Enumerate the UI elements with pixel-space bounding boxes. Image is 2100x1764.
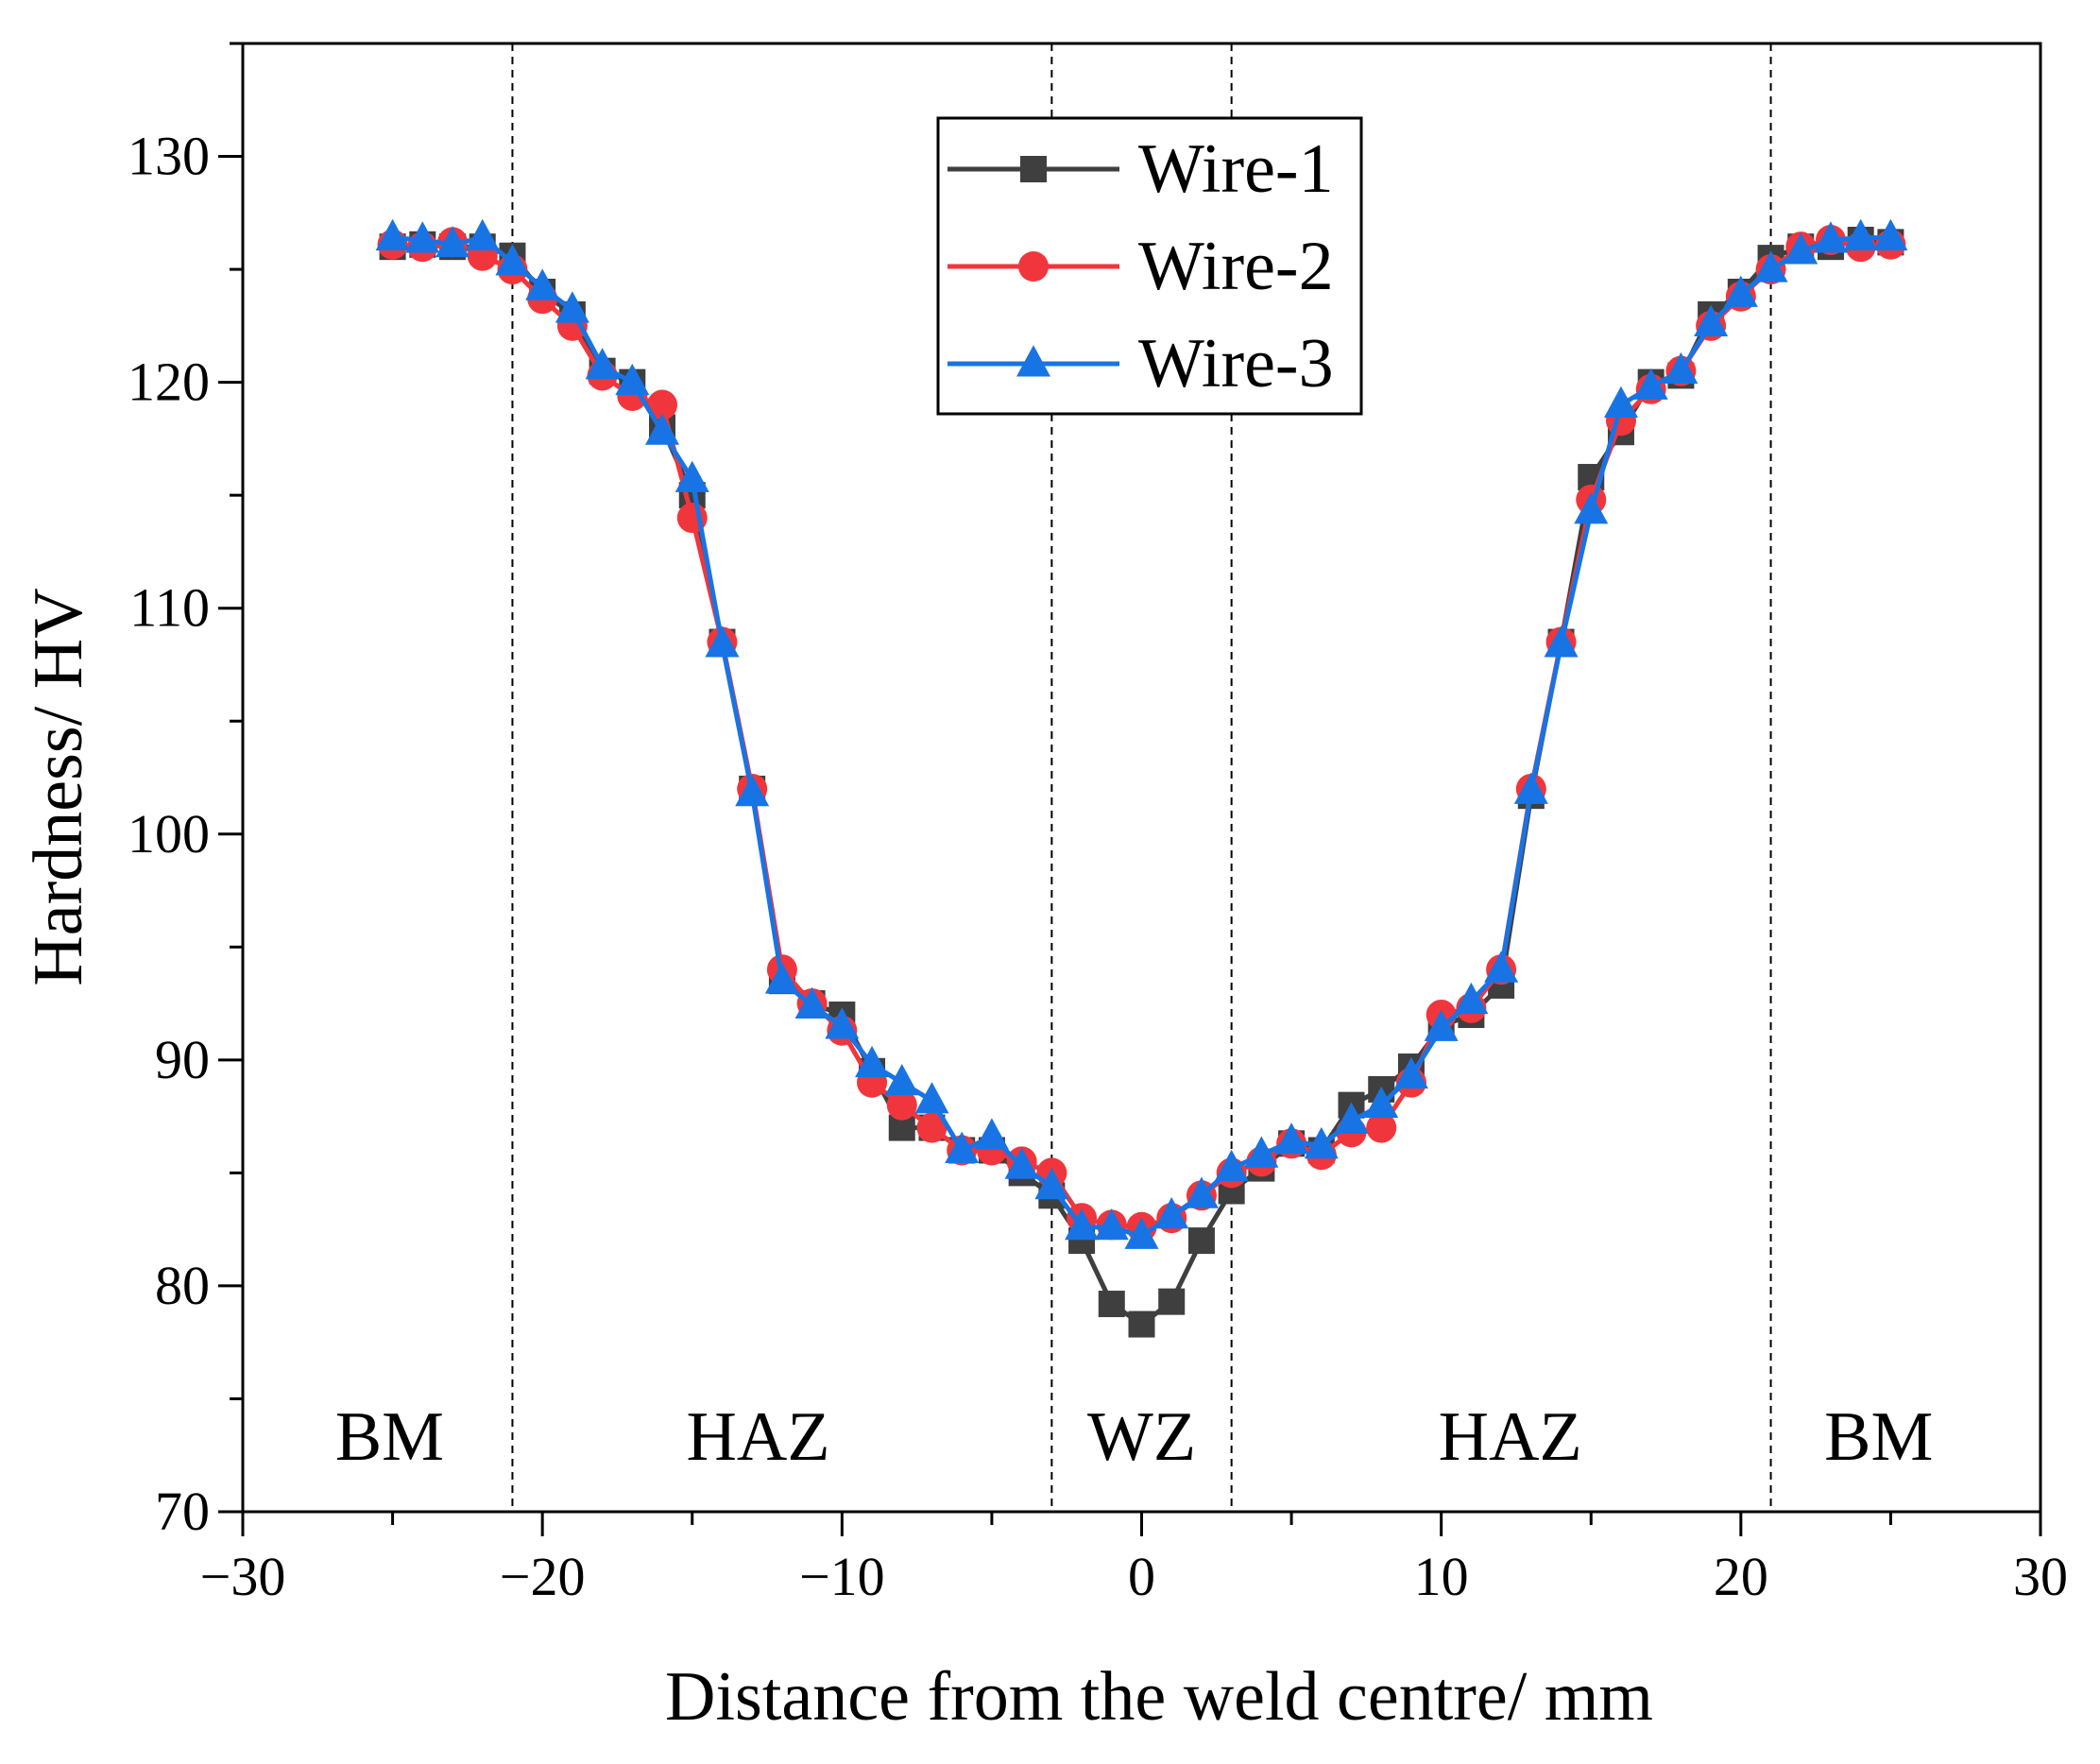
data-point [375, 218, 410, 251]
x-tick-label: 0 [1128, 1546, 1155, 1607]
data-point [1603, 385, 1638, 419]
data-point [1753, 250, 1788, 283]
data-point [974, 1118, 1009, 1150]
zone-label: BM [1824, 1398, 1933, 1476]
zone-label: BM [335, 1398, 444, 1476]
data-point [945, 1131, 980, 1163]
x-tick-label: −10 [799, 1546, 885, 1607]
data-point [1574, 492, 1609, 524]
zone-label: HAZ [686, 1398, 829, 1476]
x-tick-label: −30 [200, 1546, 286, 1607]
legend-marker [1020, 156, 1047, 182]
legend-marker [1018, 251, 1049, 282]
data-point [1484, 951, 1519, 983]
data-point [886, 1089, 917, 1121]
y-tick-label: 80 [155, 1255, 210, 1316]
data-point [1843, 218, 1878, 251]
data-point [1364, 1086, 1399, 1119]
data-point [1334, 1102, 1369, 1134]
data-point [1873, 218, 1908, 251]
y-tick-label: 70 [155, 1481, 210, 1542]
data-point [1094, 1207, 1129, 1241]
x-axis-title: Distance from the weld centre/ mm [665, 1658, 1653, 1736]
data-point [914, 1082, 949, 1114]
data-point [1784, 232, 1818, 265]
data-point [1544, 625, 1579, 658]
legend-label: Wire-3 [1138, 325, 1334, 402]
data-point [1034, 1167, 1069, 1200]
x-tick-label: 10 [1414, 1546, 1469, 1607]
data-point [1098, 1291, 1125, 1318]
data-point [1393, 1056, 1428, 1089]
data-point [1813, 221, 1848, 253]
data-point [525, 268, 560, 300]
data-point [705, 625, 740, 658]
data-point [855, 1045, 890, 1078]
data-point [1694, 304, 1729, 336]
x-tick-label: 20 [1714, 1546, 1768, 1607]
legend-label: Wire-2 [1138, 228, 1334, 305]
x-tick-label: −20 [500, 1546, 586, 1607]
data-point [1454, 982, 1489, 1015]
data-point [764, 962, 799, 994]
data-point [1004, 1147, 1039, 1179]
data-point [1214, 1149, 1249, 1182]
data-point [615, 363, 650, 396]
y-tick-label: 120 [128, 351, 210, 413]
y-tick-label: 100 [128, 803, 210, 865]
data-point [585, 348, 620, 380]
data-point [1664, 351, 1699, 385]
legend-item: Wire-1 [948, 130, 1334, 208]
data-point [465, 218, 500, 251]
series-wire-3 [375, 218, 1908, 1249]
data-point [794, 986, 829, 1019]
legend-label: Wire-1 [1138, 130, 1334, 208]
data-point [1513, 772, 1548, 804]
data-point [1633, 368, 1668, 400]
data-point [647, 389, 678, 420]
data-point [1128, 1310, 1155, 1338]
data-point [1124, 1217, 1159, 1249]
data-point [884, 1063, 919, 1096]
y-tick-label: 110 [129, 577, 210, 639]
data-point [1184, 1176, 1219, 1208]
data-point [1154, 1197, 1189, 1229]
data-point [1274, 1122, 1309, 1155]
zone-label: WZ [1087, 1398, 1196, 1476]
x-tick-label: 30 [2013, 1546, 2068, 1607]
legend-item: Wire-2 [948, 228, 1334, 305]
data-point [825, 1007, 860, 1039]
data-point [1158, 1288, 1186, 1315]
legend-marker [1016, 345, 1050, 377]
data-point [495, 244, 530, 276]
zone-label: HAZ [1439, 1398, 1582, 1476]
data-point [1723, 275, 1758, 307]
legend-item: Wire-3 [948, 325, 1334, 402]
data-point [405, 221, 440, 253]
data-point [1366, 1112, 1397, 1143]
data-point [1304, 1126, 1339, 1159]
data-point [645, 413, 680, 445]
y-tick-label: 130 [128, 126, 210, 187]
data-point [435, 225, 470, 258]
data-point [1424, 1009, 1459, 1041]
data-point [1187, 1227, 1215, 1255]
y-axis-title: Hardness/ HV [20, 588, 97, 985]
data-point [735, 774, 770, 807]
data-point [674, 460, 709, 492]
data-point [555, 291, 589, 323]
data-point [916, 1112, 948, 1143]
y-tick-label: 90 [155, 1029, 210, 1090]
data-point [1065, 1207, 1100, 1241]
data-point [1244, 1136, 1279, 1168]
